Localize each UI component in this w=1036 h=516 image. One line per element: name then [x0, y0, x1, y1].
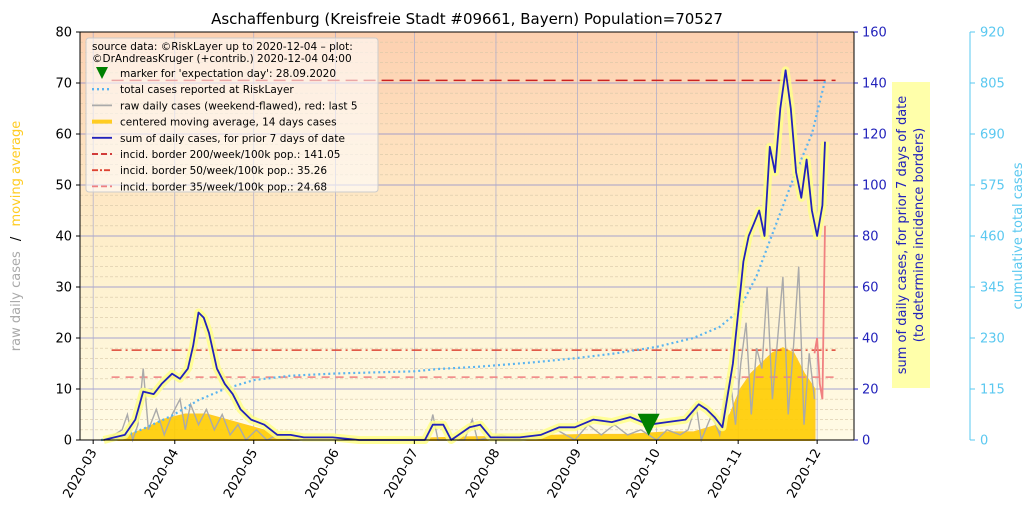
series-raw-daily-last5: [813, 225, 826, 400]
legend-entry: sum of daily cases, for prior 7 days of …: [92, 133, 345, 145]
left-tick-label: 60: [55, 128, 72, 143]
left-axis-label-avg: moving average: [9, 121, 24, 227]
sum7-tick-label: 120: [862, 128, 887, 143]
chart-marks: [100, 66, 836, 444]
legend-label: marker for 'expectation day': 28.09.2020: [120, 68, 336, 80]
cumulative-axis-label: cumulative total cases: [1011, 162, 1026, 309]
right-axis-cumulative: 0 115 230 345 460 575 690 805 920: [969, 26, 1005, 449]
expectation-day-marker: [637, 413, 660, 436]
left-tick-label: 80: [55, 26, 72, 41]
legend-entry: marker for 'expectation day': 28.09.2020: [96, 67, 336, 80]
left-tick-label: 10: [55, 383, 72, 398]
legend-entry: raw daily cases (weekend-flawed), red: l…: [92, 100, 358, 112]
legend-label: incid. border 35/week/100k pop.: 24.68: [120, 181, 327, 193]
cumulative-tick-label: 230: [980, 332, 1005, 347]
x-tick-label: 2020-11: [705, 447, 745, 502]
svg-text:cumulative total cases: cumulative total cases: [1011, 162, 1026, 309]
cumulative-tick-label: 575: [980, 179, 1005, 194]
legend-label: total cases reported at RiskLayer: [120, 84, 294, 96]
legend-entries: marker for 'expectation day': 28.09.2020…: [92, 67, 358, 193]
left-tick-label: 30: [55, 281, 72, 296]
left-axis-label: raw daily cases / moving average: [9, 121, 24, 351]
x-tick-label: 2020-12: [784, 447, 824, 502]
left-axis: 0 10 20 30 40 50 60 70 80: [55, 26, 80, 449]
legend-source-line1: source data: ©RiskLayer up to 2020-12-04…: [92, 41, 353, 53]
cumulative-tick-label: 0: [980, 434, 988, 449]
legend-label: sum of daily cases, for prior 7 days of …: [120, 133, 345, 145]
x-tick-label: 2020-07: [382, 447, 422, 502]
cumulative-tick-label: 460: [980, 230, 1005, 245]
sum7-tick-label: 60: [862, 281, 879, 296]
x-tick-label: 2020-06: [303, 447, 343, 502]
sum7-tick-label: 40: [862, 332, 879, 347]
right-axis-label: sum of daily cases, for prior 7 days of …: [895, 96, 927, 375]
sum7-tick-label: 160: [862, 26, 887, 41]
x-tick-label: 2020-09: [545, 447, 585, 502]
legend-source-line2: ©DrAndreasKruger (+contrib.) 2020-12-04 …: [92, 53, 352, 65]
x-tick-label: 2020-04: [142, 447, 182, 502]
sum7-tick-label: 100: [862, 179, 887, 194]
legend-entry: incid. border 35/week/100k pop.: 24.68: [92, 181, 327, 193]
left-axis-label-raw: raw daily cases: [9, 251, 24, 351]
series-total-cases: [101, 80, 827, 442]
legend: source data: ©RiskLayer up to 2020-12-04…: [85, 37, 379, 193]
right-axis-sum7: 0 20 40 60 80 100 120 140 160: [854, 26, 887, 449]
cumulative-tick-label: 115: [980, 383, 1005, 398]
sum7-tick-label: 20: [862, 383, 879, 398]
right-axis-label-line2: (to determine incidence borders): [912, 128, 927, 343]
legend-entry: total cases reported at RiskLayer: [92, 84, 294, 96]
legend-label: incid. border 50/week/100k pop.: 35.26: [120, 165, 327, 177]
cumulative-tick-label: 690: [980, 128, 1005, 143]
sum7-tick-label: 0: [862, 434, 870, 449]
legend-label: centered moving average, 14 days cases: [120, 117, 337, 129]
legend-entry: incid. border 50/week/100k pop.: 35.26: [92, 165, 327, 177]
legend-swatch: [96, 67, 108, 79]
grid: [80, 32, 854, 440]
left-tick-label: 70: [55, 77, 72, 92]
sum7-tick-label: 140: [862, 77, 887, 92]
legend-entry: incid. border 200/week/100k pop.: 141.05: [92, 149, 340, 161]
left-tick-label: 50: [55, 179, 72, 194]
svg-text:raw daily cases /: raw daily cases / moving average: [9, 121, 24, 351]
left-tick-label: 0: [64, 434, 72, 449]
legend-label: incid. border 200/week/100k pop.: 141.05: [120, 149, 340, 161]
x-tick-label: 2020-10: [624, 447, 664, 502]
legend-label: raw daily cases (weekend-flawed), red: l…: [120, 100, 358, 112]
sum7-tick-label: 80: [862, 230, 879, 245]
legend-box: [85, 37, 379, 193]
left-tick-label: 40: [55, 230, 72, 245]
right-axis-label-line1: sum of daily cases, for prior 7 days of …: [895, 96, 910, 375]
cumulative-tick-label: 805: [980, 77, 1005, 92]
legend-entry: centered moving average, 14 days cases: [92, 117, 337, 129]
x-tick-label: 2020-08: [463, 447, 503, 502]
chart-title: Aschaffenburg (Kreisfreie Stadt #09661, …: [211, 10, 723, 28]
cumulative-tick-label: 345: [980, 281, 1005, 296]
x-tick-label: 2020-05: [221, 447, 261, 502]
x-tick-label: 2020-03: [60, 447, 100, 502]
right-axis-label-box: [892, 82, 930, 388]
cumulative-tick-label: 920: [980, 26, 1005, 41]
series-sum7: [103, 69, 826, 441]
left-tick-label: 20: [55, 332, 72, 347]
x-axis: 2020-03 2020-04 2020-05 2020-06 2020-07 2020-…: [60, 440, 825, 502]
left-axis-label-separator: /: [9, 236, 24, 241]
